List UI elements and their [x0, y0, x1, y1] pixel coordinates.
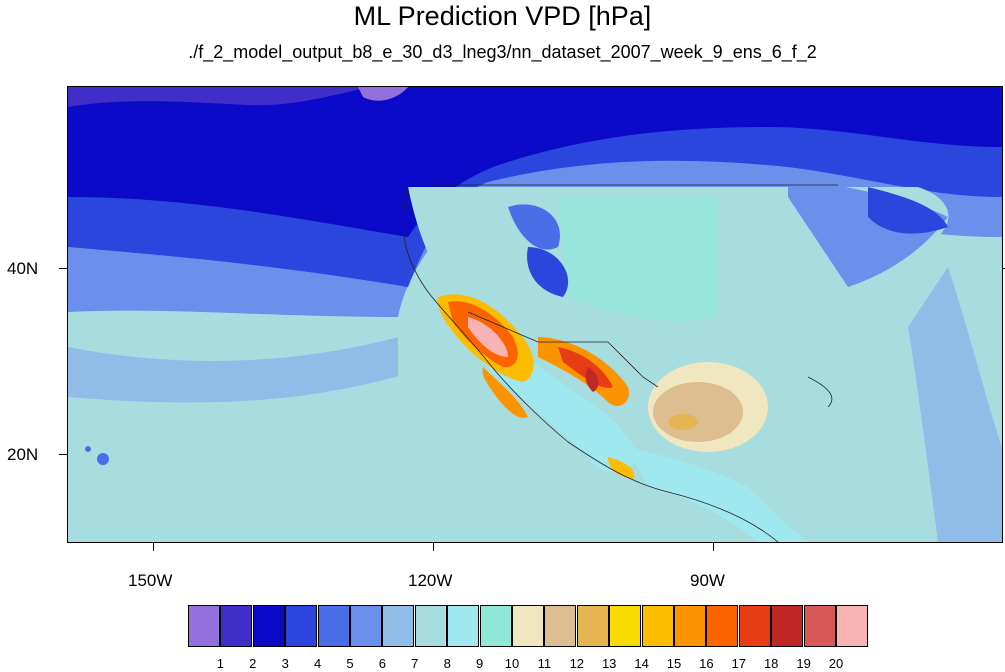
colorbar-swatch: [479, 605, 512, 647]
vpd-map-canvas: [68, 87, 1002, 542]
colorbar-swatch: [285, 605, 318, 647]
colorbar-label: 19: [796, 656, 811, 671]
colorbar-label: 5: [346, 656, 354, 671]
colorbar-swatch: [609, 605, 642, 647]
lon-tick-120w: [433, 543, 434, 551]
colorbar-label: 2: [249, 656, 257, 671]
colorbar-swatch: [252, 605, 285, 647]
lon-label-120w: 120W: [408, 571, 453, 590]
colorbar-label: 1: [216, 656, 224, 671]
colorbar-swatch: [836, 605, 868, 647]
lat-label-20n: 20N: [7, 445, 39, 464]
colorbar-swatch: [317, 605, 350, 647]
lat-tick-40n-left: [59, 268, 67, 269]
lat-label-40n: 40N: [7, 259, 39, 278]
colorbar-swatch: [350, 605, 382, 647]
colorbar-label: 11: [537, 656, 552, 671]
lat-tick-20n-left: [59, 454, 67, 455]
colorbar-swatch: [641, 605, 674, 647]
colorbar-swatch: [803, 605, 836, 647]
map-title: ML Prediction VPD [hPa]: [353, 1, 652, 31]
colorbar-swatch: [771, 605, 804, 647]
colorbar-swatch: [544, 605, 577, 647]
colorbar-label: 16: [699, 656, 714, 671]
colorbar-label: 9: [475, 656, 484, 671]
colorbar-label: 13: [601, 656, 617, 671]
colorbar-label: 17: [731, 656, 747, 671]
colorbar-swatch: [674, 605, 706, 647]
colorbar-swatch: [738, 605, 771, 647]
lon-label-90w: 90W: [690, 571, 725, 590]
colorbar-swatch: [188, 605, 220, 647]
colorbar-label: 8: [443, 656, 451, 671]
colorbar-swatch: [447, 605, 480, 647]
colorbar-label: 20: [828, 656, 844, 671]
colorbar-label: 18: [763, 656, 779, 671]
colorbar-label: 3: [281, 656, 289, 671]
colorbar-swatch: [512, 605, 544, 647]
colorbar-swatch: [382, 605, 415, 647]
lon-label-150w: 150W: [128, 571, 173, 590]
colorbar-swatch: [414, 605, 447, 647]
lon-tick-150w: [153, 543, 154, 551]
colorbar-label: 10: [504, 656, 520, 671]
colorbar-swatch: [706, 605, 739, 647]
colorbar-label: 15: [666, 656, 682, 671]
colorbar-label: 12: [569, 656, 585, 671]
lon-tick-90w: [713, 543, 714, 551]
colorbar-label: 14: [634, 656, 649, 671]
lat-tick-40n-right: [1003, 268, 1005, 269]
vpd-map: [67, 86, 1003, 543]
colorbar-swatch: [220, 605, 253, 647]
map-subtitle: ./f_2_model_output_b8_e_30_d3_lneg3/nn_d…: [188, 42, 817, 62]
colorbar-label: 6: [378, 656, 386, 671]
colorbar-swatch: [576, 605, 609, 647]
colorbar-label: 7: [411, 656, 419, 671]
colorbar-label: 4: [313, 656, 322, 671]
